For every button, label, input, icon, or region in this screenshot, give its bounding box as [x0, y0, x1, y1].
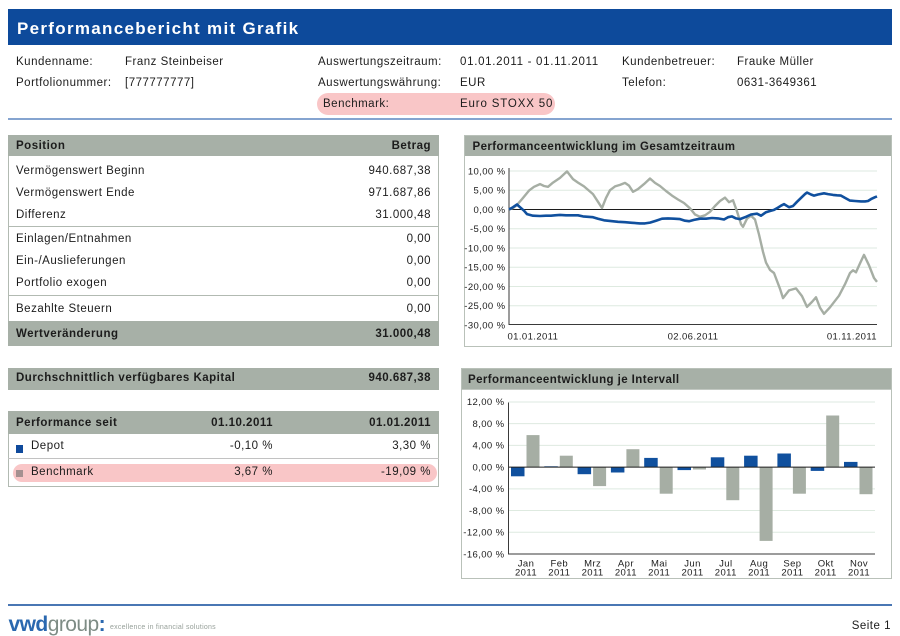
- svg-text:Jun: Jun: [684, 559, 701, 570]
- svg-text:Jul: Jul: [719, 559, 732, 570]
- svg-text:2011: 2011: [681, 568, 703, 579]
- svg-text:2011: 2011: [548, 568, 570, 579]
- svg-text:Mrz: Mrz: [584, 559, 601, 570]
- svg-text:8,00 %: 8,00 %: [473, 419, 505, 430]
- svg-text:0,00 %: 0,00 %: [474, 205, 506, 216]
- svg-text:Apr: Apr: [618, 559, 634, 570]
- svg-text:-5,00 %: -5,00 %: [470, 224, 506, 235]
- svg-text:Nov: Nov: [850, 559, 868, 570]
- svg-text:01.11.2011: 01.11.2011: [827, 331, 877, 342]
- svg-text:2011: 2011: [781, 568, 803, 579]
- svg-text:-12,00 %: -12,00 %: [463, 528, 504, 539]
- svg-text:4,00 %: 4,00 %: [473, 441, 505, 452]
- svg-text:-30,00 %: -30,00 %: [464, 320, 505, 331]
- svg-text:-25,00 %: -25,00 %: [464, 301, 505, 312]
- svg-text:-20,00 %: -20,00 %: [464, 282, 505, 293]
- svg-text:2011: 2011: [648, 568, 670, 579]
- svg-text:Okt: Okt: [818, 559, 834, 570]
- svg-text:-8,00 %: -8,00 %: [469, 506, 505, 517]
- svg-text:-15,00 %: -15,00 %: [464, 263, 505, 274]
- svg-text:02.06.2011: 02.06.2011: [668, 331, 719, 342]
- svg-text:Sep: Sep: [783, 559, 801, 570]
- svg-text:5,00 %: 5,00 %: [474, 186, 506, 197]
- svg-text:2011: 2011: [515, 568, 537, 579]
- svg-text:10,00 %: 10,00 %: [468, 166, 506, 177]
- svg-text:2011: 2011: [815, 568, 837, 579]
- svg-text:12,00 %: 12,00 %: [467, 397, 505, 408]
- svg-text:2011: 2011: [615, 568, 637, 579]
- svg-text:2011: 2011: [582, 568, 604, 579]
- svg-text:-16,00 %: -16,00 %: [463, 549, 504, 560]
- svg-text:Aug: Aug: [750, 559, 768, 570]
- svg-text:Feb: Feb: [551, 559, 569, 570]
- svg-text:-4,00 %: -4,00 %: [469, 484, 505, 495]
- svg-text:2011: 2011: [748, 568, 770, 579]
- svg-text:Performanceentwicklung je Inte: Performanceentwicklung je Intervall: [468, 374, 680, 386]
- svg-text:2011: 2011: [848, 568, 870, 579]
- svg-text:2011: 2011: [715, 568, 737, 579]
- svg-text:Performanceentwicklung im Gesa: Performanceentwicklung im Gesamtzeitraum: [473, 141, 736, 153]
- svg-text:-10,00 %: -10,00 %: [464, 243, 505, 254]
- svg-text:Mai: Mai: [651, 559, 668, 570]
- svg-text:0,00 %: 0,00 %: [473, 462, 505, 473]
- svg-text:Jan: Jan: [518, 559, 535, 570]
- svg-text:01.01.2011: 01.01.2011: [508, 331, 559, 342]
